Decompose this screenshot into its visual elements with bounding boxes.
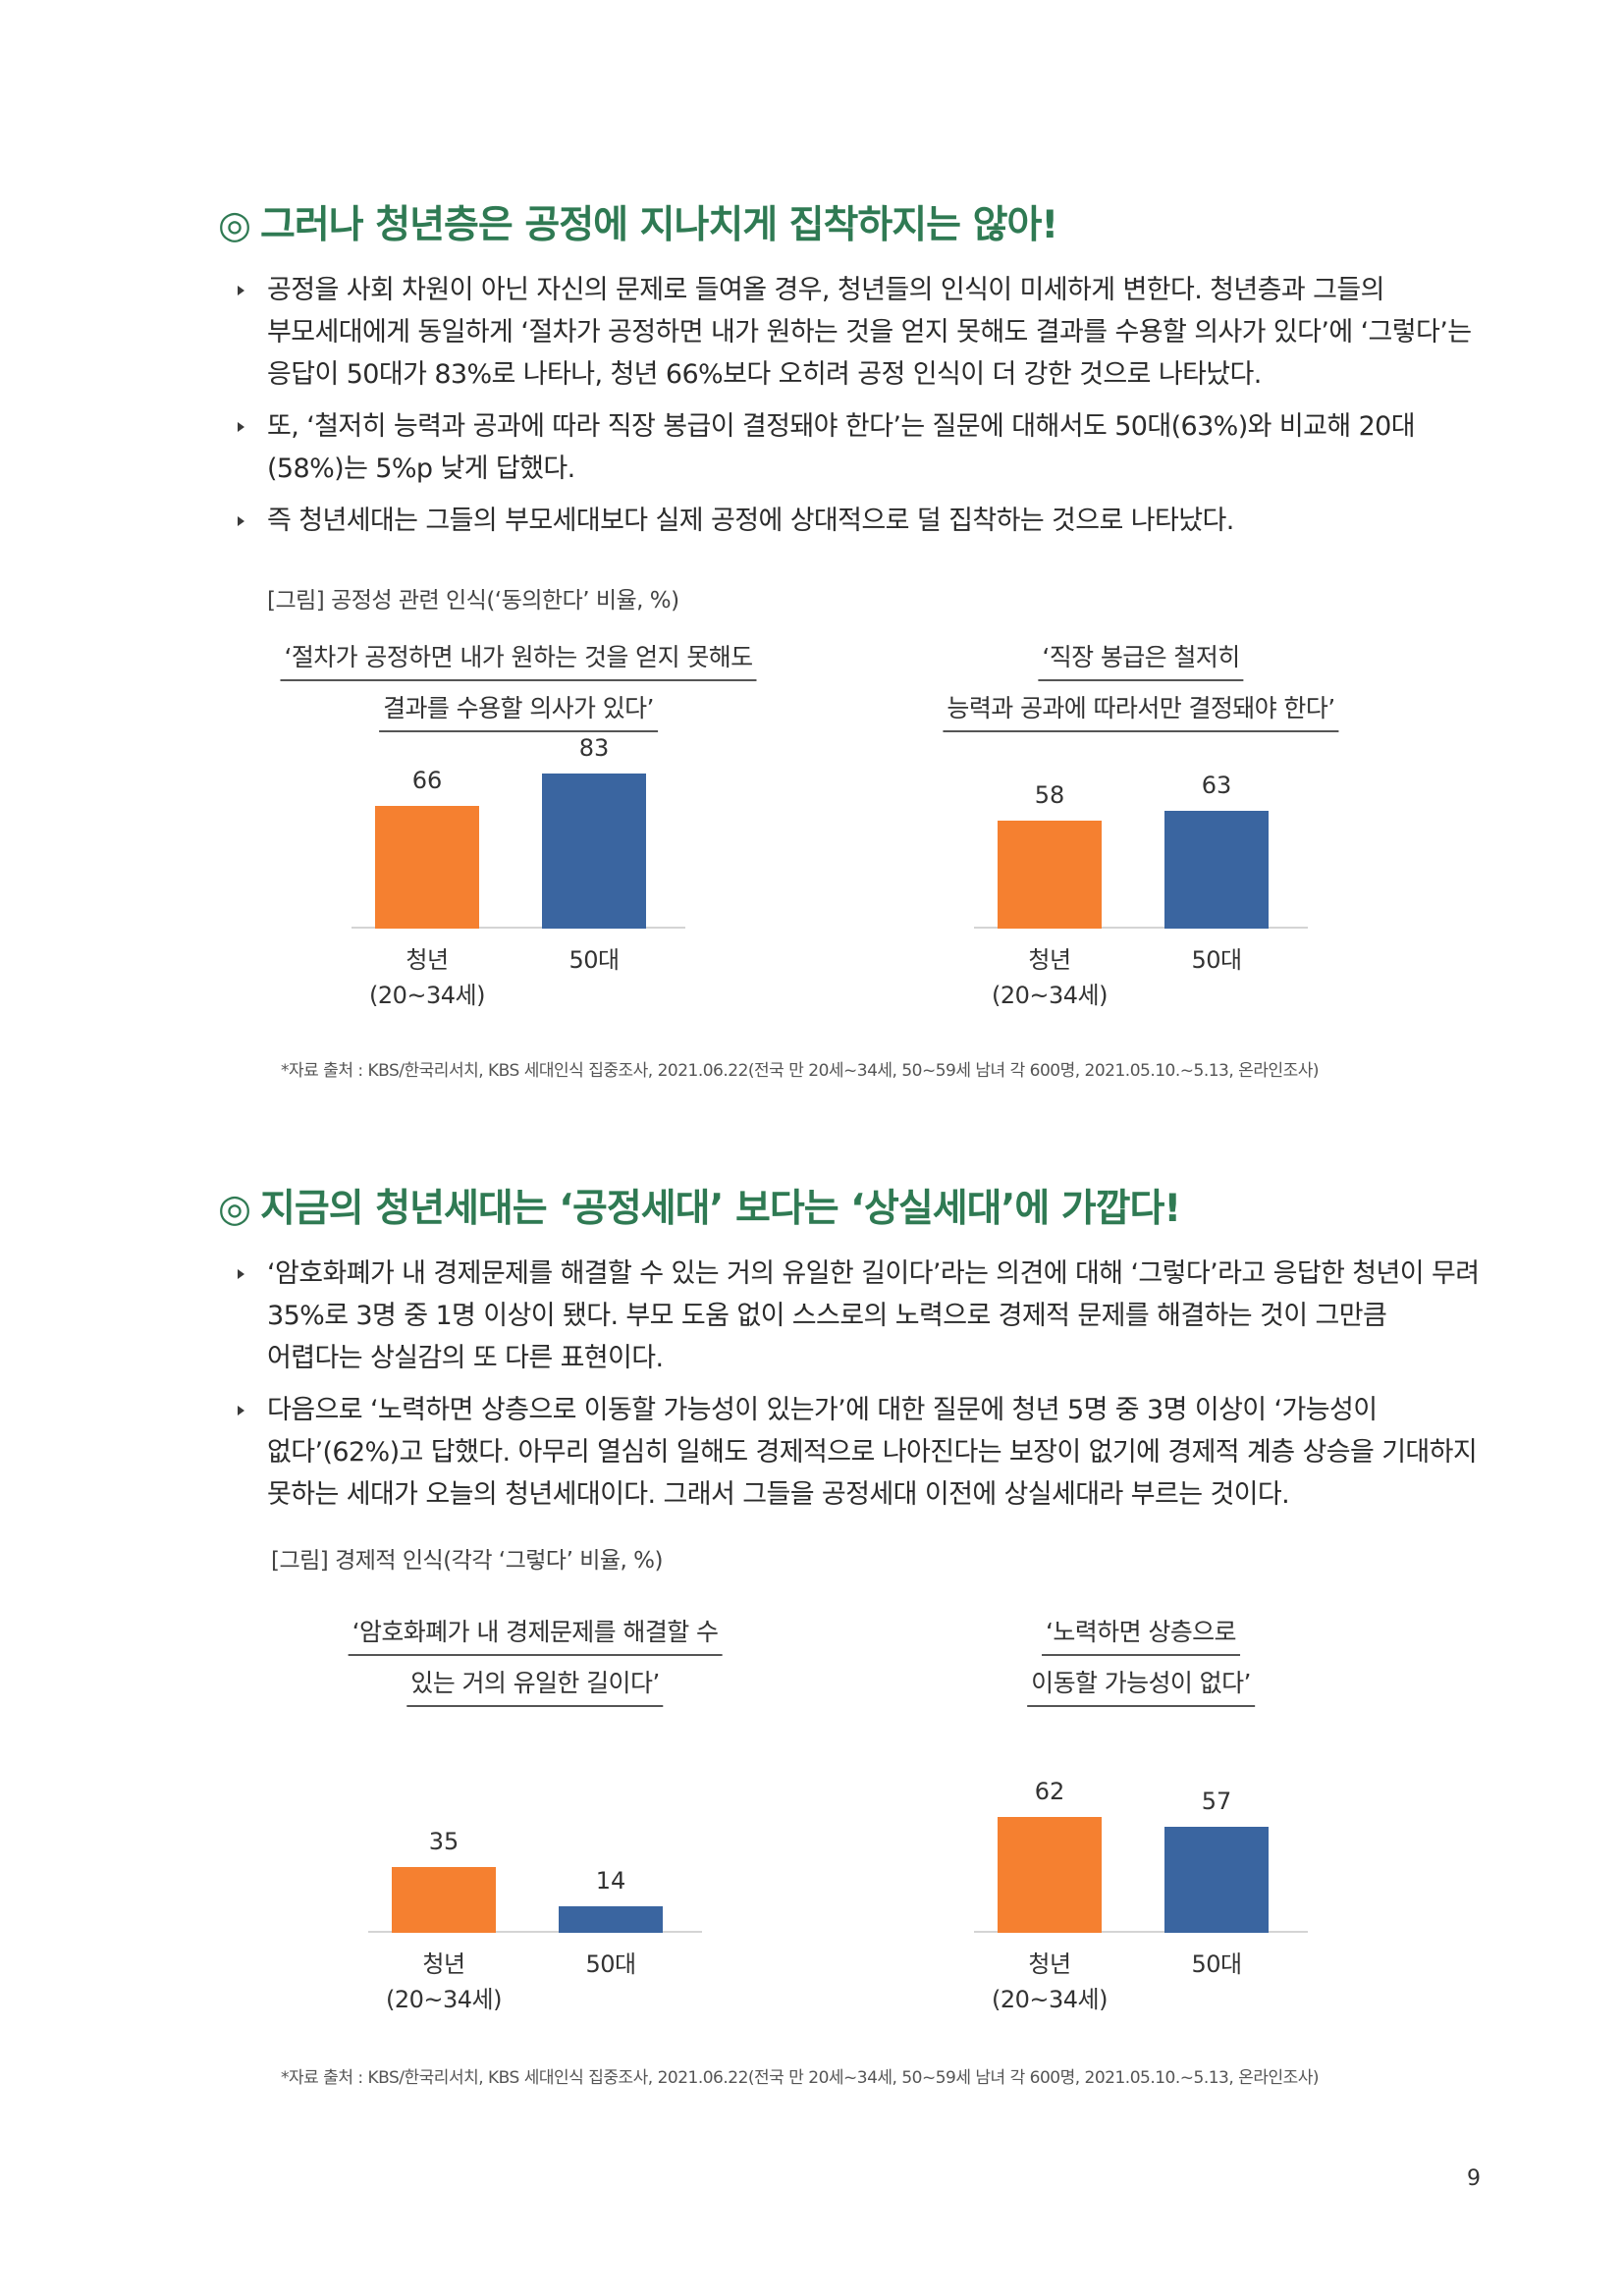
bullet-item: 다음으로 ‘노력하면 상층으로 이동할 가능성이 있는가’에 대한 질문에 청년…	[236, 1389, 1483, 1516]
chart-title-line-2: 있는 거의 유일한 길이다’	[406, 1664, 664, 1707]
plot-area: 66 청년 (20~34세) 83 50대	[352, 734, 685, 1009]
bullet-triangle-icon	[238, 516, 244, 526]
bullet-text: 다음으로 ‘노력하면 상층으로 이동할 가능성이 있는가’에 대한 질문에 청년…	[267, 1395, 1478, 1510]
double-circle-icon: ◎	[218, 1187, 251, 1231]
section2-heading-text: 지금의 청년세대는 ‘공정세대’ 보다는 ‘상실세대’에 가깝다!	[260, 1187, 1181, 1231]
data-label: 66	[411, 767, 443, 794]
data-label: 58	[1034, 781, 1065, 809]
category-label: 청년 (20~34세)	[369, 946, 486, 1009]
category-label: 50대	[585, 1950, 636, 1978]
bullet-triangle-icon	[238, 1406, 244, 1415]
category-label: 50대	[568, 946, 620, 974]
bullet-text: ‘암호화폐가 내 경제문제를 해결할 수 있는 거의 유일한 길이다’라는 의견…	[267, 1258, 1480, 1373]
bar-fifties	[1164, 811, 1269, 929]
bullet-triangle-icon	[238, 422, 244, 432]
chart-title-line-1: ‘암호화폐가 내 경제문제를 해결할 수	[348, 1613, 723, 1656]
chart-title-line-1: ‘노력하면 상층으로	[1042, 1613, 1240, 1656]
section1-heading-text: 그러나 청년층은 공정에 지나치게 집착하지는 않아!	[260, 203, 1058, 247]
axis-baseline	[368, 1931, 702, 1933]
data-label: 63	[1201, 772, 1232, 799]
category-label: 청년 (20~34세)	[386, 1950, 503, 2013]
category-label: 청년 (20~34세)	[992, 1950, 1109, 2013]
axis-baseline	[352, 927, 685, 929]
chart-title-line-2: 능력과 공과에 따라서만 결정돼야 한다’	[943, 689, 1339, 732]
bullet-item: 즉 청년세대는 그들의 부모세대보다 실제 공정에 상대적으로 덜 집착하는 것…	[236, 500, 1483, 542]
figure-caption-1: [그림] 공정성 관련 인식(‘동의한다’ 비율, %)	[267, 588, 679, 614]
bullet-triangle-icon	[238, 1269, 244, 1279]
chart-crypto-solution: ‘암호화폐가 내 경제문제를 해결할 수 있는 거의 유일한 길이다’ 35 청년…	[348, 1613, 723, 2045]
plot-area: 62 청년 (20~34세) 57 50대	[974, 1760, 1308, 2013]
chart-title-line-1: ‘절차가 공정하면 내가 원하는 것을 얻지 못해도	[280, 638, 757, 681]
plot-area: 58 청년 (20~34세) 63 50대	[974, 756, 1308, 1009]
bullet-triangle-icon	[238, 286, 244, 295]
data-label: 57	[1201, 1788, 1232, 1815]
bar-youth	[392, 1867, 496, 1933]
category-label: 50대	[1191, 1950, 1242, 1978]
section2-bullet-list: ‘암호화폐가 내 경제문제를 해결할 수 있는 거의 유일한 길이다’라는 의견…	[236, 1253, 1483, 1525]
bullet-item: ‘암호화폐가 내 경제문제를 해결할 수 있는 거의 유일한 길이다’라는 의견…	[236, 1253, 1483, 1379]
bullet-item: 공정을 사회 차원이 아닌 자신의 문제로 들여올 경우, 청년들의 인식이 미…	[236, 269, 1483, 396]
page-number: 9	[1467, 2166, 1481, 2191]
bullet-text: 또, ‘철저히 능력과 공과에 따라 직장 봉급이 결정돼야 한다’는 질문에 …	[267, 411, 1416, 484]
section1-bullet-list: 공정을 사회 차원이 아닌 자신의 문제로 들여올 경우, 청년들의 인식이 미…	[236, 269, 1483, 552]
section1-heading: ◎ 그러나 청년층은 공정에 지나치게 집착하지는 않아!	[218, 194, 1058, 249]
chart-title-line-1: ‘직장 봉급은 철저히	[1038, 638, 1244, 681]
axis-baseline	[974, 927, 1308, 929]
bar-youth	[375, 806, 479, 929]
source-note-1: *자료 출처 : KBS/한국리서치, KBS 세대인식 집중조사, 2021.…	[281, 1061, 1320, 1081]
chart-procedural-fairness: ‘절차가 공정하면 내가 원하는 것을 얻지 못해도 결과를 수용할 의사가 있…	[280, 638, 757, 1041]
category-label: 청년 (20~34세)	[992, 946, 1109, 1009]
bullet-text: 즉 청년세대는 그들의 부모세대보다 실제 공정에 상대적으로 덜 집착하는 것…	[267, 506, 1234, 536]
chart-merit-pay: ‘직장 봉급은 철저히 능력과 공과에 따라서만 결정돼야 한다’ 58 청년 (2…	[943, 638, 1339, 1041]
double-circle-icon: ◎	[218, 203, 251, 247]
bar-fifties	[542, 774, 646, 929]
category-label: 50대	[1191, 946, 1242, 974]
axis-baseline	[974, 1931, 1308, 1933]
plot-area: 35 청년 (20~34세) 14 50대	[368, 1760, 702, 2013]
bar-youth	[998, 1817, 1102, 1933]
source-note-2: *자료 출처 : KBS/한국리서치, KBS 세대인식 집중조사, 2021.…	[281, 2068, 1320, 2088]
chart-title-line-2: 결과를 수용할 의사가 있다’	[379, 689, 658, 732]
data-label: 35	[428, 1828, 460, 1855]
bullet-item: 또, ‘철저히 능력과 공과에 따라 직장 봉급이 결정돼야 한다’는 질문에 …	[236, 405, 1483, 490]
bar-fifties	[1164, 1827, 1269, 1933]
bullet-text: 공정을 사회 차원이 아닌 자신의 문제로 들여올 경우, 청년들의 인식이 미…	[267, 275, 1472, 390]
data-label: 62	[1034, 1778, 1065, 1805]
chart-title-line-2: 이동할 가능성이 없다’	[1027, 1664, 1255, 1707]
chart-upward-mobility: ‘노력하면 상층으로 이동할 가능성이 없다’ 62 청년 (20~34세) 57 50…	[974, 1613, 1308, 2045]
data-label: 83	[578, 734, 610, 762]
bar-fifties	[559, 1906, 663, 1933]
data-label: 14	[595, 1867, 626, 1895]
figure-caption-2: [그림] 경제적 인식(각각 ‘그렇다’ 비율, %)	[271, 1548, 663, 1574]
bar-youth	[998, 821, 1102, 929]
section2-heading: ◎ 지금의 청년세대는 ‘공정세대’ 보다는 ‘상실세대’에 가깝다!	[218, 1178, 1181, 1233]
